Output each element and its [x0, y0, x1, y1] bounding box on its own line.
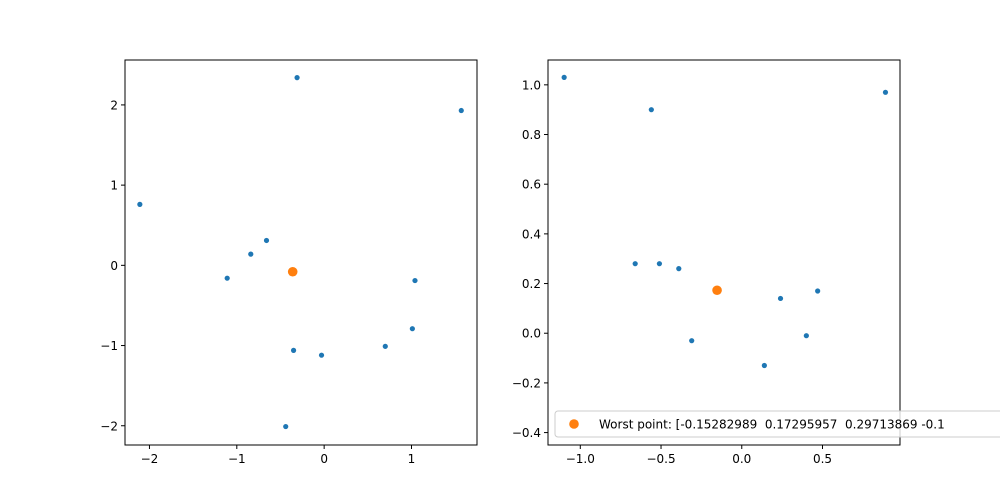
scatter-plot-right: −1.0 −0.5 0.0 0.5 −0.4 −0.2 0.0 0.2 0.4 0.6 0.8 1.0	[512, 59, 901, 466]
right-y-tick-label: −0.2	[512, 376, 541, 390]
right-y-tick-label: −0.4	[512, 426, 541, 440]
legend: Worst point: [-0.15282989 0.17295957 0.2…	[554, 410, 1000, 438]
right-y-tick-label: 0.0	[522, 327, 541, 341]
right-data-point	[648, 107, 654, 113]
right-data-point	[676, 266, 682, 272]
left-data-point	[294, 75, 300, 81]
left-data-point	[458, 107, 464, 114]
left-y-tick-label: −2	[100, 419, 118, 433]
left-x-tick-label: −2	[141, 452, 159, 466]
right-y-tick-label: 0.4	[522, 227, 541, 241]
left-y-tick-label: −1	[100, 339, 118, 353]
left-data-point	[409, 326, 415, 332]
right-x-tick-label: 0.0	[732, 452, 751, 466]
left-data-point	[137, 201, 143, 207]
right-data-point	[803, 333, 809, 339]
left-data-point	[412, 277, 418, 284]
right-plot-ticks: −1.0 −0.5 0.0 0.5 −0.4 −0.2 0.0 0.2 0.4 0.6 0.8 1.0	[512, 78, 832, 466]
right-y-tick-label: 1.0	[522, 78, 541, 92]
right-y-tick-label: 0.6	[522, 178, 541, 192]
left-y-tick-label: 0	[110, 259, 118, 273]
left-data-point	[224, 275, 230, 281]
legend-marker-worst-point	[569, 419, 579, 429]
right-data-point	[561, 74, 567, 80]
right-data-point	[777, 295, 784, 302]
right-data-point	[761, 362, 767, 369]
scatter-plot-left: −2 −1 0 1 −2 −1 0 1 2	[100, 59, 478, 466]
right-x-tick-label: −0.5	[646, 452, 675, 466]
right-data-point	[815, 288, 821, 294]
left-data-point	[318, 352, 325, 358]
left-x-tick-label: 1	[408, 452, 416, 466]
right-data-point	[689, 338, 695, 344]
left-worst-point-marker	[287, 266, 298, 277]
right-y-tick-label: 0.8	[522, 128, 541, 142]
left-plot-frame	[124, 59, 478, 446]
legend-label-worst-point: Worst point: [-0.15282989 0.17295957 0.2…	[599, 418, 945, 432]
left-data-point	[382, 343, 388, 349]
right-plot-points	[561, 74, 889, 369]
right-data-point	[882, 89, 889, 95]
legend-box	[554, 410, 1000, 438]
left-data-point	[263, 237, 270, 244]
right-x-tick-label: −1.0	[566, 452, 595, 466]
right-data-point	[632, 261, 638, 267]
left-y-tick-label: 1	[110, 179, 118, 193]
left-data-point	[290, 347, 297, 353]
left-data-point	[283, 423, 289, 430]
right-x-tick-label: 0.5	[813, 452, 832, 466]
left-plot-ticks: −2 −1 0 1 −2 −1 0 1 2	[100, 98, 415, 466]
right-plot-frame	[547, 59, 901, 446]
left-y-tick-label: 2	[110, 98, 118, 112]
right-y-tick-label: 0.2	[522, 277, 541, 291]
right-worst-point-marker	[712, 285, 722, 296]
left-plot-points	[137, 75, 464, 430]
left-x-tick-label: 0	[320, 452, 328, 466]
left-x-tick-label: −1	[228, 452, 246, 466]
left-data-point	[248, 251, 254, 257]
right-data-point	[656, 261, 663, 267]
